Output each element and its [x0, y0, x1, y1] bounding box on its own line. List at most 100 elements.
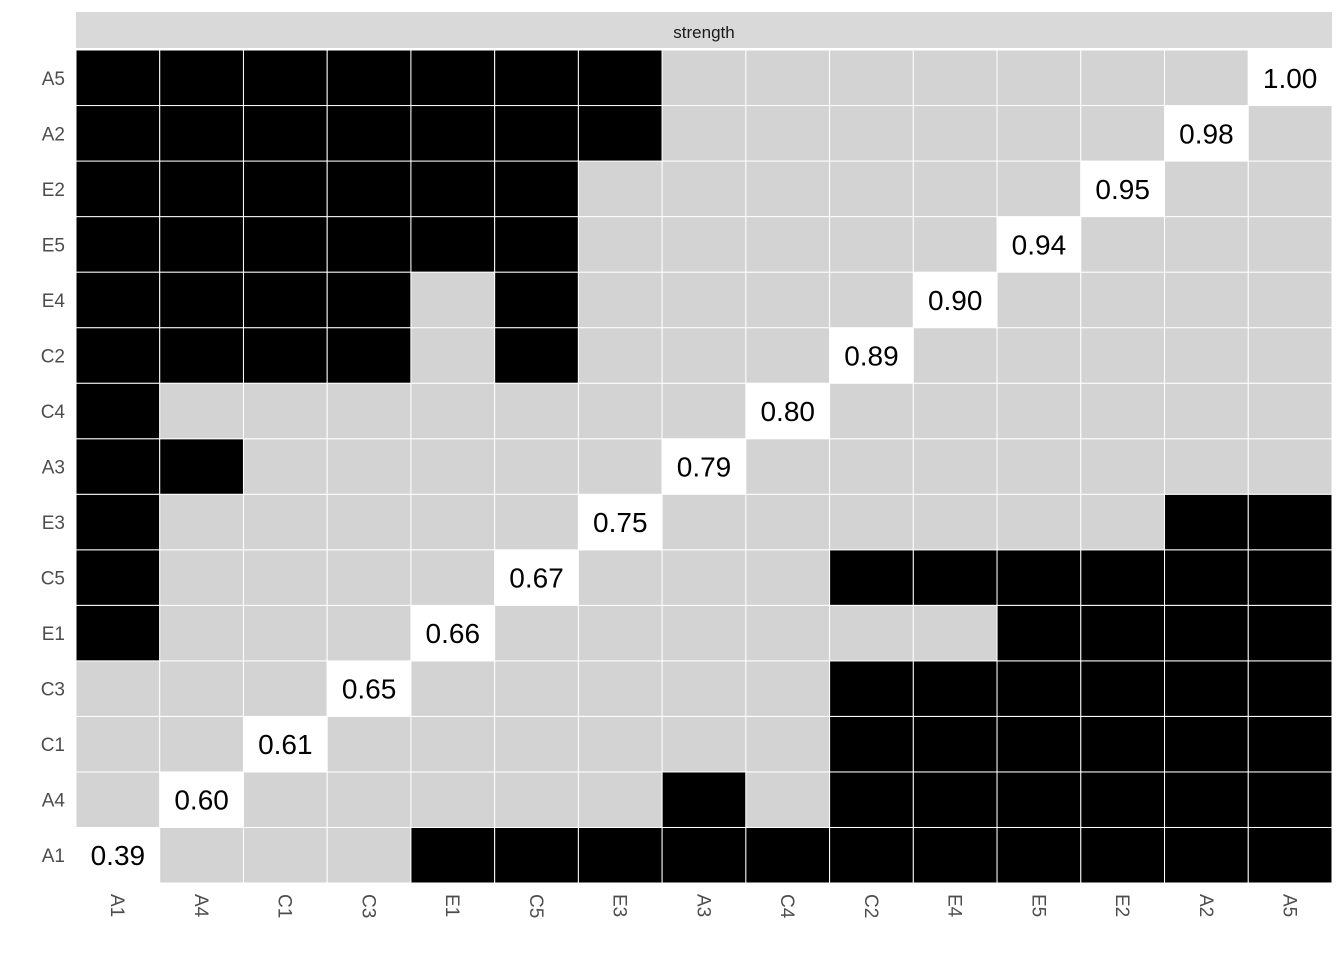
diagonal-value-C4: 0.80 [760, 396, 815, 427]
heatmap-cell-E5-E3 [577, 216, 663, 273]
heatmap-cell-E4-C4 [745, 271, 831, 329]
heatmap-cell-C4-A2 [1164, 382, 1249, 440]
heatmap-cell-E2-A2 [1164, 160, 1249, 218]
heatmap-cell-E2-A3 [661, 160, 747, 218]
heatmap-cell-A2-E1 [410, 105, 496, 162]
heatmap-cell-A4-E2 [1080, 771, 1166, 828]
heatmap-cell-C4-A1 [75, 382, 161, 440]
heatmap-cell-C5-C2 [829, 549, 914, 606]
heatmap-cell-E4-E1 [410, 271, 496, 329]
heatmap-cell-A5-E4 [912, 49, 998, 107]
y-tick-label-C3: C3 [41, 680, 65, 701]
heatmap-cell-A5-C5 [494, 49, 579, 107]
heatmap-cell-E2-C3 [326, 160, 412, 218]
y-tick-label-A2: A2 [42, 124, 65, 145]
heatmap-cell-E3-A4 [159, 493, 244, 551]
y-tick-label-A1: A1 [42, 846, 65, 867]
heatmap-cell-C4-A5 [1247, 382, 1333, 440]
heatmap-cell-C5-C1 [242, 549, 328, 606]
heatmap-cell-A4-C2 [829, 771, 914, 828]
heatmap-cell-A4-A5 [1247, 771, 1333, 828]
y-tick-label-A4: A4 [42, 791, 66, 812]
x-tick-label-E1: E1 [441, 894, 462, 917]
heatmap-cell-C4-E3 [577, 382, 663, 440]
heatmap-cell-C1-A3 [661, 715, 747, 773]
heatmap-cell-E1-E1 [410, 604, 496, 662]
heatmap-cell-C3-C4 [745, 660, 831, 717]
heatmap-cell-A3-C3 [326, 438, 412, 495]
heatmap-cell-E2-C5 [494, 160, 579, 218]
heatmap-cell-A3-E5 [996, 438, 1082, 495]
heatmap-cell-A4-E3 [577, 771, 663, 828]
heatmap-cell-E1-E4 [912, 604, 998, 662]
heatmap-cell-E4-A5 [1247, 271, 1333, 329]
heatmap-cell-A1-E4 [912, 826, 998, 884]
heatmap-cell-A5-C2 [829, 49, 914, 107]
heatmap-cell-C1-A1 [75, 715, 161, 773]
heatmap-cell-A1-E2 [1080, 826, 1166, 884]
y-tick-label-E3: E3 [42, 513, 65, 534]
heatmap-cell-C3-E3 [577, 660, 663, 717]
heatmap-cell-E2-E4 [912, 160, 998, 218]
heatmap-cell-C5-E4 [912, 549, 998, 606]
heatmap-cell-C4-C3 [326, 382, 412, 440]
heatmap-cell-E2-C2 [829, 160, 914, 218]
heatmap-cell-E1-E3 [577, 604, 663, 662]
x-tick-label-E3: E3 [609, 894, 630, 917]
heatmap-cell-A4-C4 [745, 771, 831, 828]
heatmap-cell-C2-A2 [1164, 327, 1249, 384]
heatmap-cell-C4-C5 [494, 382, 579, 440]
heatmap-cell-E1-A4 [159, 604, 244, 662]
heatmap-cell-A3-A3 [661, 438, 747, 495]
heatmap-cell-E4-E5 [996, 271, 1082, 329]
heatmap-cell-C2-A3 [661, 327, 747, 384]
heatmap-cell-E5-A3 [661, 216, 747, 273]
heatmap-cell-C3-E5 [996, 660, 1082, 717]
diagonal-value-A1: 0.39 [91, 840, 146, 871]
heatmap-cell-A1-A5 [1247, 826, 1333, 884]
x-tick-label-C1: C1 [274, 894, 295, 918]
heatmap-cell-E5-A4 [159, 216, 244, 273]
diagonal-value-A5: 1.00 [1263, 63, 1318, 94]
y-tick-label-A3: A3 [42, 458, 65, 479]
diagonal-value-E5: 0.94 [1012, 229, 1067, 260]
x-tick-label-A2: A2 [1195, 894, 1216, 917]
heatmap-cell-A4-C1 [242, 771, 328, 828]
x-tick-label-C5: C5 [525, 894, 546, 918]
heatmap-cell-C2-E1 [410, 327, 496, 384]
heatmap-cell-A5-A2 [1164, 49, 1249, 107]
heatmap-cell-C3-A3 [661, 660, 747, 717]
heatmap-cell-C2-C4 [745, 327, 831, 384]
heatmap-cell-A2-A5 [1247, 105, 1333, 162]
heatmap-cell-A2-E2 [1080, 105, 1166, 162]
heatmap-cell-A3-A2 [1164, 438, 1249, 495]
heatmap-cell-A1-E3 [577, 826, 663, 884]
heatmap-cell-A2-C2 [829, 105, 914, 162]
heatmap-cell-A4-A1 [75, 771, 161, 828]
heatmap-cell-A3-A1 [75, 438, 161, 495]
heatmap-cell-C5-A4 [159, 549, 244, 606]
heatmap-cell-E4-E4 [912, 271, 998, 329]
heatmap-cell-A1-C2 [829, 826, 914, 884]
heatmap-cell-E3-E3 [577, 493, 663, 551]
heatmap-cell-C3-E2 [1080, 660, 1166, 717]
heatmap-cell-A4-A3 [661, 771, 747, 828]
heatmap-cell-C1-E1 [410, 715, 496, 773]
heatmap-cell-A5-C4 [745, 49, 831, 107]
heatmap-cell-C5-A5 [1247, 549, 1333, 606]
heatmap-cell-C4-A3 [661, 382, 747, 440]
heatmap-cell-C5-E1 [410, 549, 496, 606]
heatmap-cell-A4-E4 [912, 771, 998, 828]
heatmap-cell-E5-A2 [1164, 216, 1249, 273]
x-tick-label-C2: C2 [860, 894, 881, 918]
x-tick-label-E4: E4 [944, 894, 965, 918]
heatmap-cell-C3-C2 [829, 660, 914, 717]
heatmap-cell-C2-A4 [159, 327, 244, 384]
heatmap-cell-A2-E4 [912, 105, 998, 162]
heatmap-cell-C5-E3 [577, 549, 663, 606]
heatmap-cells: 0.39 0.60 0.61 0.65 0.66 0.67 0.75 0.79 0.80 0.89… [75, 49, 1333, 884]
heatmap-cell-A1-E5 [996, 826, 1082, 884]
y-tick-label-E2: E2 [42, 180, 65, 201]
heatmap-cell-C2-A5 [1247, 327, 1333, 384]
heatmap-cell-E5-E2 [1080, 216, 1166, 273]
